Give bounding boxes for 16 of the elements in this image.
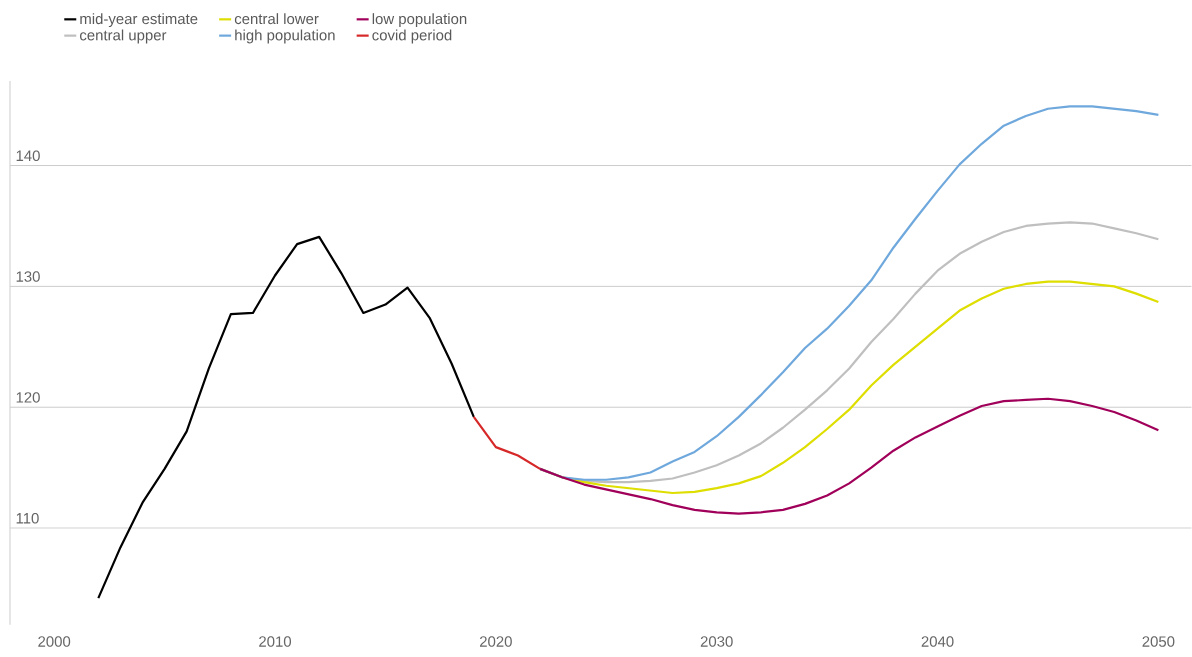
legend-label: low population <box>372 13 467 28</box>
y-tick-label: 140 <box>16 150 40 162</box>
legend-label: central upper <box>80 29 167 44</box>
x-tick-label: 2000 <box>38 636 71 647</box>
legend-label: mid-year estimate <box>80 13 198 28</box>
y-tick-label: 130 <box>16 271 40 282</box>
x-tick-label: 2050 <box>1142 636 1175 647</box>
x-tick-label: 2020 <box>479 636 512 647</box>
legend-label: covid period <box>372 29 452 44</box>
x-tick-label: 2010 <box>259 636 292 647</box>
x-tick-label: 2040 <box>921 636 954 647</box>
y-tick-label: 120 <box>16 392 40 403</box>
y-tick-label: 110 <box>16 513 39 524</box>
legend-label: high population <box>235 29 335 44</box>
x-tick-label: 2030 <box>700 636 733 647</box>
legend-label: central lower <box>234 13 319 25</box>
